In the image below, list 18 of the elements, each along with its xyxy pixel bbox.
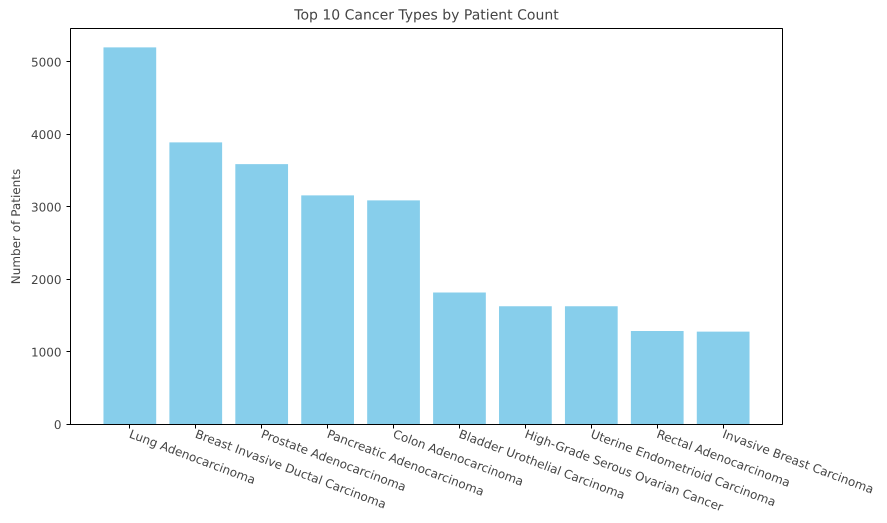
bar (235, 164, 288, 424)
bar (169, 142, 222, 424)
bar (630, 330, 684, 424)
y-axis-title: Number of Patients (8, 168, 23, 284)
bar (301, 195, 354, 424)
y-tick-label: 0 (54, 418, 62, 432)
bar (499, 306, 552, 424)
bar (367, 200, 420, 424)
chart-title: Top 10 Cancer Types by Patient Count (293, 8, 560, 24)
y-tick-label: 2000 (30, 272, 62, 287)
y-tick-label: 1000 (30, 345, 62, 360)
bar (696, 332, 750, 424)
y-tick-label: 4000 (30, 128, 62, 142)
y-tick-label: 3000 (30, 200, 62, 214)
y-tick-label: 5000 (30, 55, 62, 70)
bar (564, 306, 618, 424)
bar (103, 47, 156, 424)
bar (433, 292, 486, 424)
